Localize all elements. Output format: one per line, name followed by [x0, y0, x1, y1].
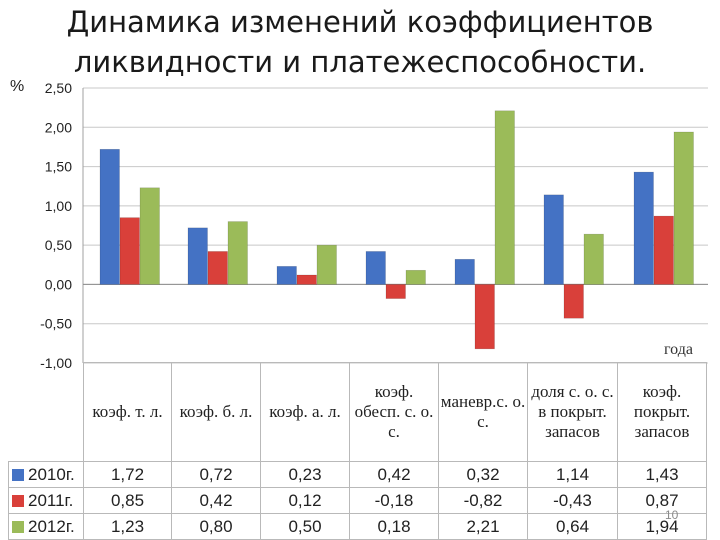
data-cell: 0,72 — [171, 461, 261, 488]
data-cell: 0,18 — [349, 513, 439, 540]
category-label: маневр.с. о. с. — [438, 362, 528, 462]
data-cell: 0,42 — [349, 461, 439, 488]
bar — [139, 187, 160, 285]
data-cell: 0,12 — [260, 487, 350, 514]
data-cell: 0,80 — [171, 513, 261, 540]
bar — [365, 251, 386, 285]
y-tick-label: 1,00 — [45, 198, 72, 214]
bar — [227, 221, 248, 285]
bar — [474, 284, 495, 350]
data-cell: 0,87 — [617, 487, 707, 514]
table-row: 2012г. 1,23 0,80 0,50 0,18 2,21 0,64 1,94 — [8, 513, 707, 540]
bar — [543, 194, 564, 285]
bar — [653, 215, 674, 285]
series-legend-label: 2010г. — [8, 461, 84, 488]
series-legend-label: 2012г. — [8, 513, 84, 540]
data-cell: 0,85 — [83, 487, 172, 514]
table-corner-cell — [8, 362, 84, 462]
data-table: коэф. т. л. коэф. б. л. коэф. а. л. коэф. о… — [8, 362, 707, 540]
bar — [276, 266, 297, 285]
page-number: 10 — [665, 508, 679, 522]
category-label: коэф. обесп. с. о. с. — [349, 362, 439, 462]
data-cell: 0,64 — [527, 513, 618, 540]
y-tick-label: 1,50 — [45, 159, 72, 175]
data-cell: 1,94 — [617, 513, 707, 540]
chart-title-line-2: ликвидности и платежеспособности. — [73, 45, 647, 79]
y-tick-label: -0,50 — [40, 316, 72, 332]
y-tick-label: 0,00 — [45, 276, 72, 292]
bar — [494, 110, 515, 285]
bar — [454, 258, 475, 285]
data-cell: 1,72 — [83, 461, 172, 488]
table-row: 2011г. 0,85 0,42 0,12 -0,18 -0,82 -0,43 0,87 — [8, 487, 707, 514]
category-label: коэф. а. л. — [260, 362, 350, 462]
bar — [207, 251, 228, 285]
chart-title-line-1: Динамика изменений коэффициентов — [66, 5, 654, 39]
data-cell: -0,18 — [349, 487, 439, 514]
data-cell: 1,23 — [83, 513, 172, 540]
data-cell: -0,82 — [438, 487, 528, 514]
bar — [99, 148, 120, 285]
y-tick-label: 0,50 — [45, 237, 72, 253]
bar — [673, 131, 694, 285]
category-label: коэф. б. л. — [171, 362, 261, 462]
bar — [385, 284, 406, 299]
bar — [316, 244, 337, 285]
data-cell: 0,23 — [260, 461, 350, 488]
category-label: коэф. т. л. — [83, 362, 172, 462]
category-label: доля с. о. с. в покрыт. запасов — [527, 362, 618, 462]
data-cell: 0,50 — [260, 513, 350, 540]
data-cell: 2,21 — [438, 513, 528, 540]
bar — [633, 171, 654, 285]
data-cell: 0,42 — [171, 487, 261, 514]
data-cell: -0,43 — [527, 487, 618, 514]
bar — [296, 274, 317, 285]
legend-swatch — [12, 468, 24, 481]
x-unit-label: года — [664, 341, 693, 358]
data-cell: 0,32 — [438, 461, 528, 488]
table-header-row: коэф. т. л. коэф. б. л. коэф. а. л. коэф. о… — [8, 362, 707, 462]
table-row: 2010г. 1,72 0,72 0,23 0,42 0,32 1,14 1,43 — [8, 461, 707, 488]
series-legend-label: 2011г. — [8, 487, 84, 514]
data-cell: 1,14 — [527, 461, 618, 488]
data-cell: 1,43 — [617, 461, 707, 488]
legend-swatch — [12, 494, 24, 507]
bar — [583, 233, 604, 285]
y-tick-label: 2,50 — [45, 80, 72, 96]
legend-swatch — [12, 520, 24, 533]
chart-title: Динамика изменений коэффициентов ликвидн… — [0, 2, 720, 82]
bar — [405, 269, 426, 285]
category-label: коэф. покрыт. запасов — [617, 362, 707, 462]
bar — [563, 284, 584, 319]
bar — [187, 227, 208, 285]
y-tick-label: 2,00 — [45, 119, 72, 135]
y-unit-label: % — [10, 78, 25, 95]
bar — [119, 217, 140, 285]
